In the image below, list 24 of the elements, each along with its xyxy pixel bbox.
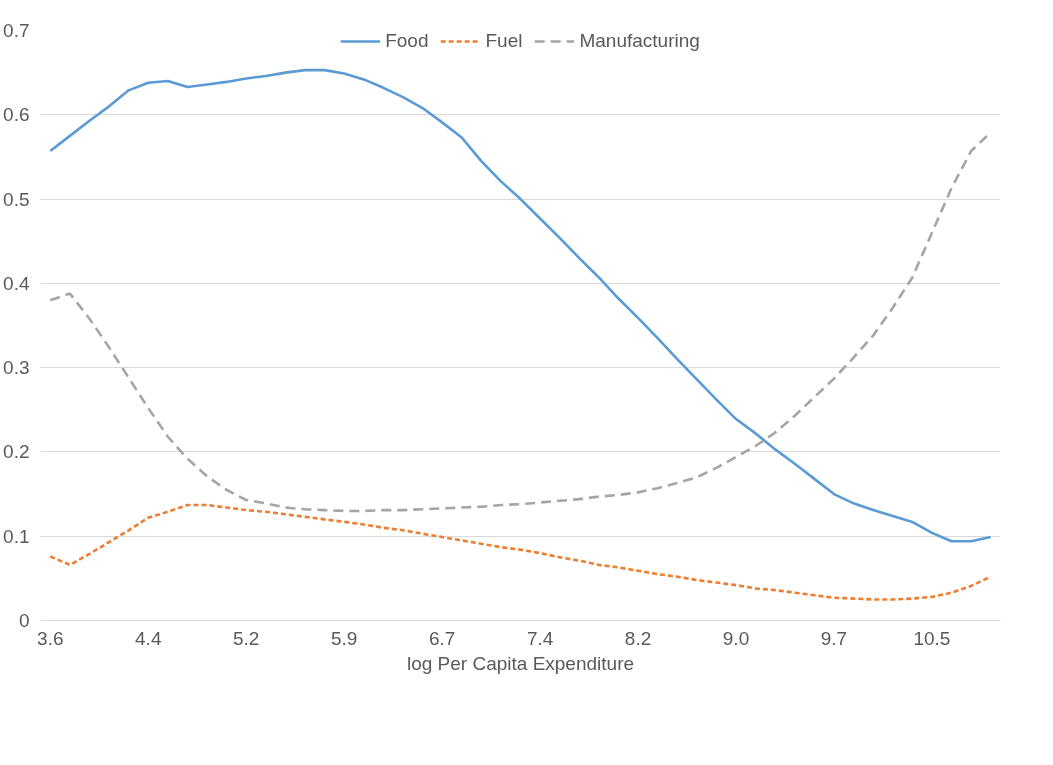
x-tick-label: 5.2 (233, 627, 260, 649)
legend-label: Fuel (485, 30, 523, 52)
line-series (49, 68, 992, 543)
x-tick-label: 7.4 (526, 627, 554, 649)
x-tick-label: 10.5 (913, 627, 951, 649)
x-tick-label: 9.7 (820, 627, 848, 649)
x-tick-label: 9.0 (722, 627, 750, 649)
y-tick-label: 0.4 (3, 272, 30, 294)
y-tick-label: 0.1 (3, 525, 30, 547)
legend-label: Food (385, 30, 429, 52)
y-tick-label: 0 (18, 610, 30, 631)
line-series (49, 503, 992, 601)
x-axis-title: log Per Capita Expenditure (406, 652, 635, 674)
y-tick-label: 0.6 (3, 104, 30, 126)
x-tick-label: 4.4 (135, 627, 162, 649)
legend-label: Manufacturing (579, 30, 700, 52)
x-tick-label: 3.6 (37, 627, 64, 649)
x-tick-label: 5.9 (330, 627, 358, 649)
y-tick-label: 0.3 (3, 357, 30, 379)
y-tick-label: 0.2 (3, 441, 30, 463)
x-tick-label: 8.2 (624, 627, 652, 649)
y-tick-label: 0.7 (3, 20, 30, 41)
x-tick-label: 6.7 (428, 627, 456, 649)
y-tick-label: 0.5 (3, 188, 30, 210)
